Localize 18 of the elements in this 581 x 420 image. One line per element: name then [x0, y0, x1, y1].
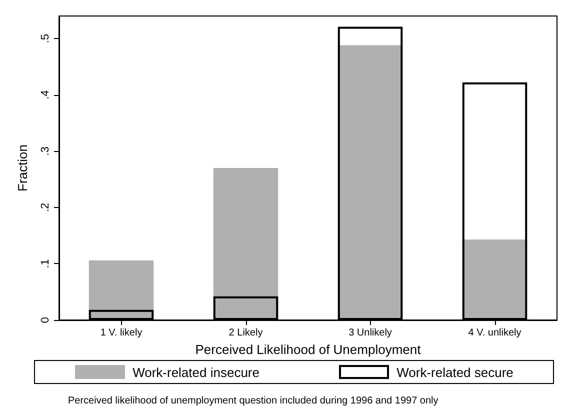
y-axis-title: Fraction	[15, 144, 30, 192]
legend-label: Work-related secure	[396, 364, 514, 380]
y-tick-label: .1	[40, 259, 52, 268]
bar	[88, 260, 154, 320]
x-tick-label: 1 V. likely	[100, 328, 142, 338]
x-tick-label: 4 V. unlikely	[468, 328, 522, 338]
legend-label: Work-related insecure	[132, 364, 260, 380]
y-tick-label: 0	[40, 316, 52, 324]
bar	[213, 168, 278, 320]
y-tick-label: .4	[40, 90, 52, 100]
x-tick-label: 2 Likely	[228, 328, 263, 338]
y-tick-label: .2	[40, 202, 52, 212]
y-tick-label: .3	[40, 146, 52, 156]
x-tick-label: 3 Unlikely	[348, 328, 392, 338]
text: Perceived likelihood of unemployment question included during 1996 and 1997 only	[68, 396, 438, 406]
y-tick-label: .5	[40, 34, 52, 44]
bar	[462, 239, 528, 320]
x-axis-title: Perceived Likelihood of Unemployment	[195, 342, 422, 357]
